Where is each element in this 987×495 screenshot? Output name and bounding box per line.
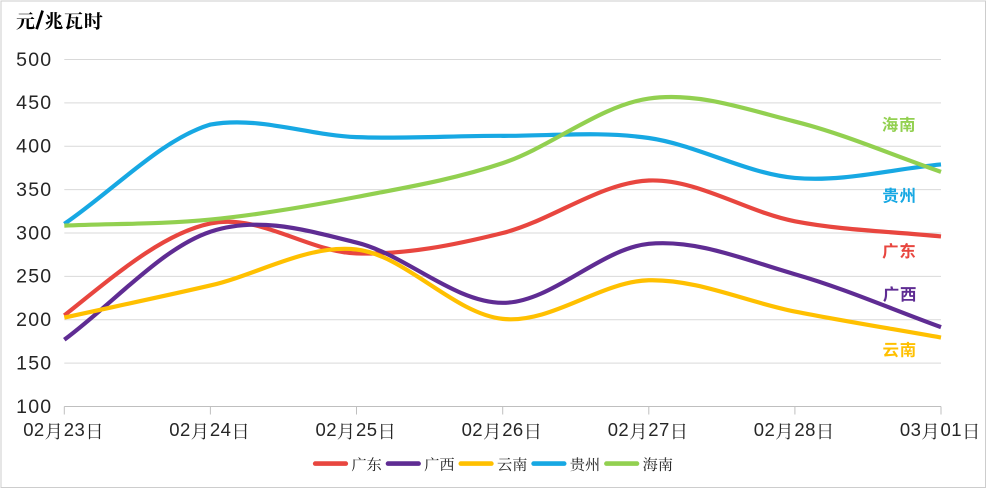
svg-text:24: 24 bbox=[210, 419, 231, 440]
svg-text:02: 02 bbox=[23, 419, 44, 440]
svg-text:100: 100 bbox=[16, 396, 52, 418]
svg-text:23: 23 bbox=[64, 419, 85, 440]
svg-text:200: 200 bbox=[16, 309, 52, 331]
svg-text:02: 02 bbox=[462, 419, 483, 440]
svg-text:250: 250 bbox=[16, 266, 52, 288]
svg-text:350: 350 bbox=[16, 179, 52, 201]
svg-text:02: 02 bbox=[169, 419, 190, 440]
svg-text:25: 25 bbox=[356, 419, 377, 440]
svg-text:02: 02 bbox=[608, 419, 629, 440]
svg-text:400: 400 bbox=[16, 136, 52, 158]
svg-text:26: 26 bbox=[502, 419, 523, 440]
svg-text:02: 02 bbox=[316, 419, 337, 440]
svg-text:27: 27 bbox=[648, 419, 669, 440]
svg-text:01: 01 bbox=[941, 419, 962, 440]
svg-text:02: 02 bbox=[754, 419, 775, 440]
svg-text:28: 28 bbox=[794, 419, 815, 440]
svg-text:500: 500 bbox=[16, 49, 52, 71]
svg-text:300: 300 bbox=[16, 222, 52, 244]
svg-text:150: 150 bbox=[16, 352, 52, 374]
svg-text:03: 03 bbox=[900, 419, 921, 440]
svg-text:450: 450 bbox=[16, 92, 52, 114]
